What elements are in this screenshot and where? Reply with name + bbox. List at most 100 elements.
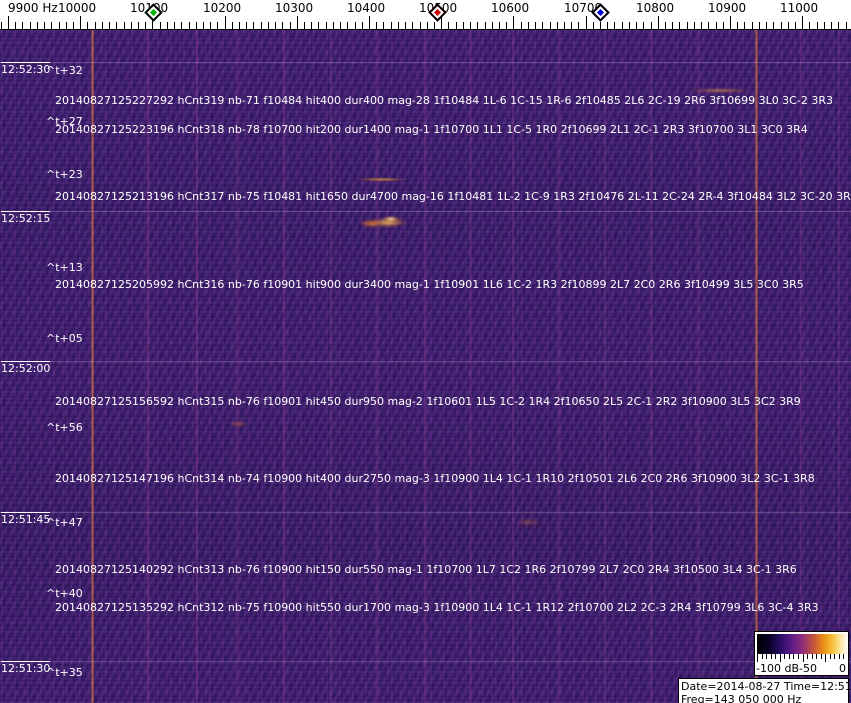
color-scale-tick	[757, 654, 758, 662]
color-scale-tick	[775, 654, 776, 659]
freq-minor-tick	[723, 22, 724, 30]
freq-minor-tick	[124, 22, 125, 30]
freq-minor-tick	[333, 22, 334, 30]
color-scale-tick	[816, 654, 817, 659]
spectrogram-canvas[interactable]: 20140827125227292 hCnt319 nb-71 f10484 h…	[0, 30, 851, 703]
carrier-line	[237, 30, 239, 703]
color-scale-tick	[825, 654, 826, 662]
detection-record: 20140827125223196 hCnt318 nb-78 f10700 h…	[55, 123, 808, 136]
freq-minor-tick	[290, 22, 291, 30]
color-scale-label: -100 dB	[756, 662, 799, 675]
freq-minor-tick	[66, 22, 67, 30]
freq-tick-label: 10000	[58, 1, 97, 15]
carrier-line	[196, 30, 198, 703]
freq-minor-tick	[326, 22, 327, 30]
freq-minor-tick	[138, 22, 139, 30]
color-scale-ticks	[757, 654, 849, 662]
meteor-echo	[690, 89, 750, 92]
freq-minor-tick	[781, 22, 782, 30]
time-offset-marker: ^t+47	[46, 516, 83, 529]
color-scale-tick	[771, 654, 772, 659]
freq-minor-tick	[405, 22, 406, 30]
freq-minor-tick	[795, 22, 796, 30]
freq-minor-tick	[535, 22, 536, 30]
freq-minor-tick	[311, 22, 312, 30]
time-offset-marker: ^t+32	[46, 64, 83, 77]
freq-minor-tick	[824, 22, 825, 30]
time-gridline	[0, 211, 851, 212]
color-scale-tick	[843, 654, 844, 659]
freq-minor-tick	[210, 22, 211, 30]
freq-minor-tick	[470, 22, 471, 30]
color-scale-tick	[834, 654, 835, 659]
freq-minor-tick	[318, 22, 319, 30]
freq-minor-tick	[362, 22, 363, 30]
freq-major-tick	[730, 16, 731, 30]
freq-minor-tick	[420, 22, 421, 30]
axis-baseline	[0, 29, 851, 30]
freq-minor-tick	[499, 22, 500, 30]
freq-minor-tick	[232, 22, 233, 30]
color-scale-tick	[762, 654, 763, 659]
color-scale-legend: -100 dB -50 0	[754, 631, 849, 676]
carrier-line	[838, 30, 840, 703]
freq-tick-label: 11000	[780, 1, 819, 15]
time-gridline	[0, 62, 851, 63]
time-offset-marker: ^t+35	[46, 666, 83, 679]
freq-minor-tick	[102, 22, 103, 30]
freq-minor-tick	[542, 22, 543, 30]
freq-minor-tick	[51, 22, 52, 30]
meteor-echo	[383, 216, 399, 222]
noise-floor-layer	[0, 30, 851, 703]
time-gridline	[0, 512, 851, 513]
freq-minor-tick	[59, 22, 60, 30]
color-scale-tick	[780, 654, 781, 662]
freq-minor-tick	[665, 22, 666, 30]
freq-minor-tick	[737, 22, 738, 30]
freq-minor-tick	[282, 22, 283, 30]
time-axis-label: 12:51:30	[1, 661, 51, 675]
marker-inner	[431, 6, 444, 19]
freq-major-tick	[152, 16, 153, 30]
freq-minor-tick	[788, 22, 789, 30]
time-offset-marker: ^t+23	[46, 168, 83, 181]
time-offset-marker: ^t+13	[46, 261, 83, 274]
detection-record: 20140827125227292 hCnt319 nb-71 f10484 h…	[55, 94, 833, 107]
freq-minor-tick	[687, 22, 688, 30]
freq-minor-tick	[189, 22, 190, 30]
carrier-line	[697, 30, 699, 703]
info-date-time: Date=2014-08-27 Time=12:51 UTC	[681, 680, 851, 693]
color-scale-tick	[839, 654, 840, 659]
marker-inner	[147, 6, 160, 19]
freq-minor-tick	[174, 22, 175, 30]
carrier-line	[755, 30, 758, 703]
freq-minor-tick	[521, 22, 522, 30]
freq-major-tick	[8, 16, 9, 30]
freq-minor-tick	[246, 22, 247, 30]
color-scale-label: 0	[839, 662, 846, 675]
color-scale-tick	[848, 654, 849, 662]
color-scale-tick	[830, 654, 831, 659]
freq-major-tick	[802, 16, 803, 30]
carrier-line	[558, 30, 560, 703]
freq-tick-label: 10900	[708, 1, 747, 15]
carrier-line	[147, 30, 149, 703]
color-scale-tick	[812, 654, 813, 659]
freq-minor-tick	[434, 22, 435, 30]
freq-tick-label: 10800	[636, 1, 675, 15]
freq-tick-label: 10600	[491, 1, 530, 15]
detection-record: 20140827125140292 hCnt313 nb-76 f10900 h…	[55, 563, 797, 576]
carrier-line	[470, 30, 472, 703]
freq-minor-tick	[492, 22, 493, 30]
marker-inner	[594, 6, 607, 19]
freq-major-tick	[658, 16, 659, 30]
freq-minor-tick	[629, 22, 630, 30]
freq-minor-tick	[766, 22, 767, 30]
freq-minor-tick	[571, 22, 572, 30]
color-scale-tick	[793, 654, 794, 659]
freq-minor-tick	[261, 22, 262, 30]
freq-minor-tick	[239, 22, 240, 30]
freq-minor-tick	[160, 22, 161, 30]
freq-minor-tick	[701, 22, 702, 30]
freq-tick-label: 10300	[275, 1, 314, 15]
